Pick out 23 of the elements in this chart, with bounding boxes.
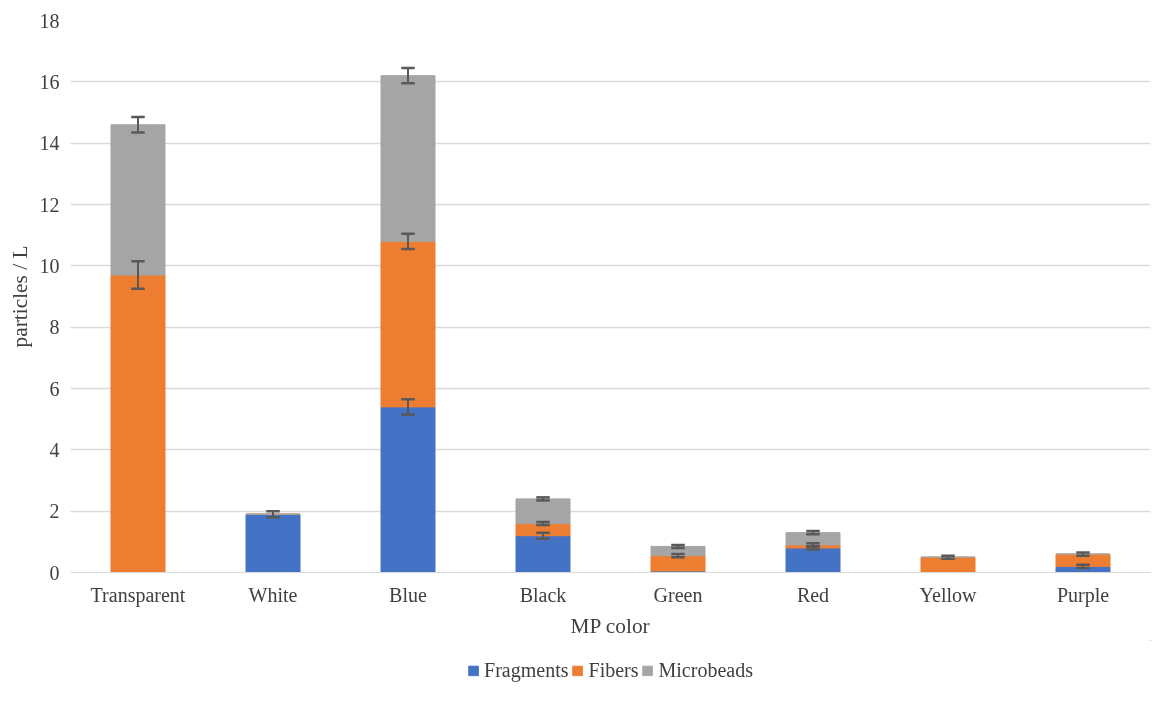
x-tick-label: Red: [796, 583, 830, 606]
y-tick-label: 2: [49, 500, 60, 523]
y-axis-title: particles / L: [7, 245, 32, 348]
y-tick-label: 8: [49, 316, 60, 339]
y-tick-label: 0: [49, 561, 60, 584]
y-tick-label: 10: [39, 254, 60, 277]
legend-label: Fragments: [484, 658, 569, 682]
x-tick-label: Green: [653, 583, 703, 606]
x-tick-label: Blue: [389, 583, 428, 606]
y-tick-label: 16: [39, 70, 60, 93]
y-tick-label: 18: [39, 9, 60, 32]
x-tick-label: Black: [519, 583, 567, 606]
y-tick-label: 12: [39, 193, 60, 216]
x-axis-title: MP color: [570, 613, 650, 638]
legend-label: Microbeads: [658, 658, 753, 682]
y-tick-label: 4: [49, 438, 60, 461]
x-tick-label: Yellow: [919, 583, 977, 606]
x-tick-label: White: [248, 583, 298, 606]
y-tick-label: 14: [39, 132, 60, 155]
x-tick-label: Purple: [1056, 583, 1110, 607]
x-tick-label: Transparent: [90, 583, 186, 607]
legend-label: Fibers: [588, 658, 639, 682]
y-tick-label: 6: [49, 377, 60, 400]
